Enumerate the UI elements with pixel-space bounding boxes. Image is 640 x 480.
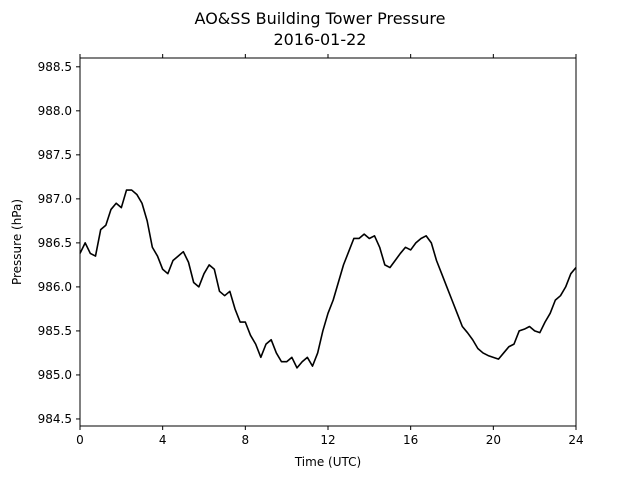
- x-tick-label: 16: [403, 433, 418, 447]
- y-tick-label: 985.5: [38, 324, 72, 338]
- y-tick-label: 987.0: [38, 192, 72, 206]
- y-tick-label: 987.5: [38, 148, 72, 162]
- chart-title: AO&SS Building Tower Pressure: [195, 9, 446, 28]
- y-tick-label: 985.0: [38, 368, 72, 382]
- plot-frame: [79, 57, 577, 427]
- plot-area: [79, 189, 577, 369]
- x-tick-label: 4: [159, 433, 167, 447]
- y-axis-label: Pressure (hPa): [10, 199, 24, 285]
- y-tick-label: 988.5: [38, 60, 72, 74]
- x-tick-label: 24: [568, 433, 583, 447]
- x-tick-label: 0: [76, 433, 84, 447]
- pressure-series-line: [79, 189, 577, 369]
- y-tick-label: 986.5: [38, 236, 72, 250]
- y-tick-label: 988.0: [38, 104, 72, 118]
- axis-ticks: 0 4 8 12 16 20 24 984.5 985.0 985.5 986.0 986.5 987.…: [38, 54, 584, 447]
- x-tick-label: 20: [486, 433, 501, 447]
- x-axis-label: Time (UTC): [294, 455, 361, 469]
- x-tick-label: 12: [320, 433, 335, 447]
- y-tick-label: 986.0: [38, 280, 72, 294]
- chart-subtitle: 2016-01-22: [274, 30, 367, 49]
- x-tick-label: 8: [242, 433, 250, 447]
- y-tick-label: 984.5: [38, 412, 72, 426]
